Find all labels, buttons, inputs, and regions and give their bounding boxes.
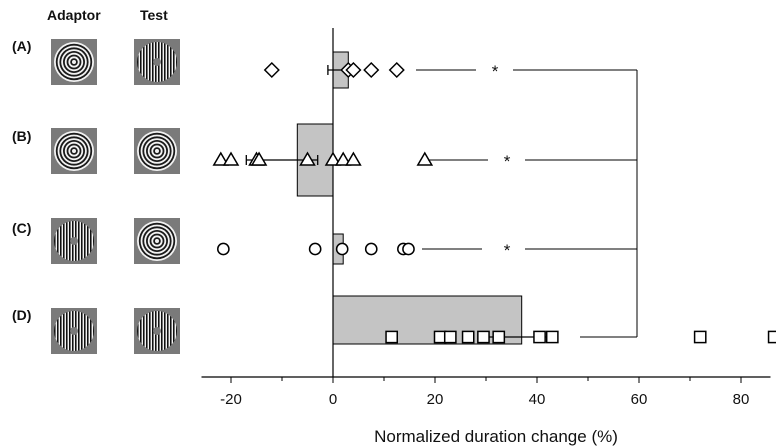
adaptor-stimulus-1 bbox=[51, 128, 97, 174]
x-tick-label-0: 0 bbox=[329, 391, 337, 408]
point-triangle-1-1 bbox=[222, 151, 240, 166]
significance-star-0: * bbox=[492, 62, 499, 81]
point-diamond-0-4 bbox=[388, 61, 405, 79]
point-square-3-6 bbox=[533, 330, 546, 344]
point-circle-2-3 bbox=[364, 242, 378, 256]
point-square-3-3 bbox=[461, 330, 475, 344]
significance-star-2: * bbox=[504, 241, 511, 260]
x-tick-label-40: 40 bbox=[529, 391, 546, 408]
point-circle-2-2 bbox=[335, 242, 349, 256]
adaptor-column-header: Adaptor bbox=[47, 7, 101, 23]
row-label-0: (A) bbox=[12, 38, 32, 54]
test-stimulus-0 bbox=[134, 39, 180, 85]
adaptor-stimulus-2 bbox=[51, 218, 97, 264]
point-triangle-1-5 bbox=[324, 151, 342, 166]
point-square-3-7 bbox=[545, 330, 559, 344]
adaptor-stimulus-3 bbox=[51, 308, 97, 354]
point-triangle-1-4 bbox=[299, 151, 316, 166]
test-column-header: Test bbox=[140, 7, 168, 23]
test-stimulus-1 bbox=[134, 128, 180, 174]
row-label-2: (C) bbox=[12, 220, 32, 236]
point-triangle-1-6 bbox=[334, 151, 352, 166]
point-square-3-5 bbox=[492, 330, 506, 344]
row-label-1: (B) bbox=[12, 128, 32, 144]
point-square-3-4 bbox=[477, 330, 490, 344]
point-circle-2-0 bbox=[217, 242, 230, 256]
test-stimulus-3 bbox=[134, 308, 180, 354]
x-tick-label-20: 20 bbox=[427, 391, 444, 408]
x-tick-label--20: -20 bbox=[220, 391, 242, 408]
test-stimulus-2 bbox=[134, 218, 180, 264]
x-tick-label-60: 60 bbox=[631, 391, 648, 408]
significance-star-1: * bbox=[504, 152, 511, 171]
point-circle-2-5 bbox=[402, 242, 415, 256]
point-triangle-1-8 bbox=[416, 151, 434, 166]
point-diamond-0-2 bbox=[345, 61, 362, 79]
x-tick-label-80: 80 bbox=[733, 391, 750, 408]
point-triangle-1-7 bbox=[345, 151, 362, 166]
point-square-3-9 bbox=[767, 330, 776, 344]
point-diamond-0-0 bbox=[263, 61, 280, 79]
point-square-3-2 bbox=[443, 330, 457, 344]
point-triangle-1-3 bbox=[250, 151, 268, 166]
point-square-3-0 bbox=[385, 330, 398, 344]
point-triangle-1-0 bbox=[212, 151, 230, 166]
point-diamond-0-3 bbox=[363, 61, 380, 79]
row-label-3: (D) bbox=[12, 307, 32, 323]
adaptor-stimulus-0 bbox=[51, 39, 97, 85]
point-square-3-8 bbox=[693, 330, 707, 344]
point-circle-2-1 bbox=[308, 242, 322, 256]
x-axis-label: Normalized duration change (%) bbox=[374, 427, 618, 446]
